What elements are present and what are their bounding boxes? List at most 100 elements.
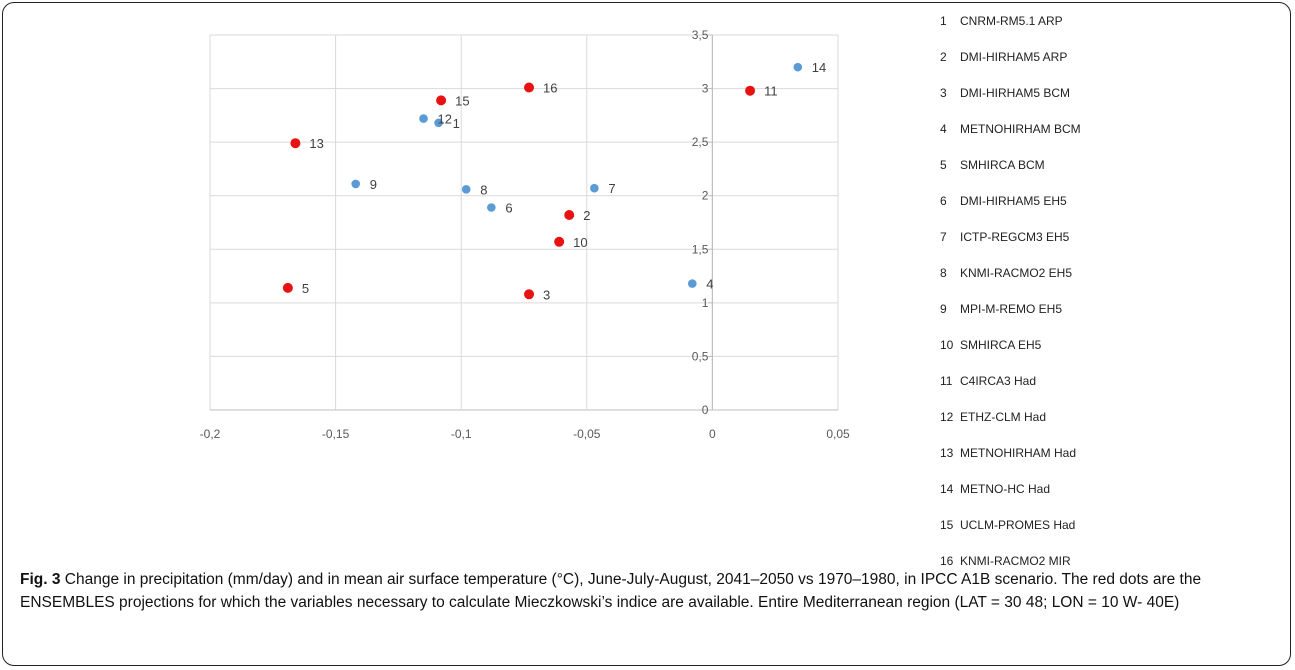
legend-number: 5 (940, 158, 947, 172)
legend-label: ETHZ-CLM Had (960, 410, 1047, 424)
legend-label: DMI-HIRHAM5 ARP (960, 50, 1068, 64)
x-tick-labels: -0,2 -0,15 -0,1 -0,05 0 0,05 (200, 427, 850, 441)
legend-number: 16 (940, 554, 954, 568)
data-point-5 (282, 282, 293, 293)
legend-number: 13 (940, 446, 954, 460)
data-point-2 (564, 210, 575, 220)
legend-entry-12: 12 ETHZ-CLM Had (940, 410, 1046, 430)
legend-number: 10 (940, 338, 954, 352)
axes (210, 34, 838, 411)
y-tick-labels: 0 0,5 1 1,5 2 2,5 3 3,5 (692, 28, 709, 417)
legend-label: ICTP-REGCM3 EH5 (960, 230, 1070, 244)
data-point-11 (745, 85, 756, 96)
data-label-12: 12 (438, 112, 452, 127)
data-point-6 (487, 203, 496, 212)
legend-entry-13: 13 METNOHIRHAM Had (940, 446, 1076, 466)
legend-entry-5: 5 SMHIRCA BCM (940, 158, 1045, 178)
legend-label: SMHIRCA BCM (960, 158, 1045, 172)
x-tick-label: 0 (709, 427, 716, 441)
data-label-14: 14 (812, 60, 826, 75)
data-point-14 (793, 62, 803, 72)
legend-entry-6: 6 DMI-HIRHAM5 EH5 (940, 194, 1067, 214)
figure-caption: Fig. 3 Change in precipitation (mm/day) … (20, 568, 1275, 614)
legend-number: 3 (940, 86, 947, 100)
legend-number: 15 (940, 518, 954, 532)
data-label-1: 1 (453, 116, 460, 131)
legend-number: 11 (940, 374, 953, 388)
legend-label: METNO-HC Had (960, 482, 1051, 496)
y-tick-label: 1 (702, 296, 709, 310)
figure-label: Fig. 3 (20, 571, 61, 588)
y-tick-label: 0 (702, 403, 709, 417)
legend-entry-7: 7 ICTP-REGCM3 EH5 (940, 230, 1069, 250)
legend-number: 9 (940, 302, 947, 316)
legend-label: DMI-HIRHAM5 EH5 (960, 194, 1067, 208)
y-tick-label: 2 (702, 189, 709, 203)
y-tick-label: 3 (702, 82, 709, 96)
data-label-3: 3 (543, 287, 550, 302)
data-point-12 (419, 114, 428, 123)
data-point-13 (290, 138, 301, 149)
legend-entry-9: 9 MPI-M-REMO EH5 (940, 302, 1062, 322)
legend-label: SMHIRCA EH5 (960, 338, 1042, 352)
legend-entry-1: 1 CNRM-RM5.1 ARP (940, 14, 1063, 34)
legend-entry-15: 15 UCLM-PROMES Had (940, 518, 1075, 538)
data-point-1 (434, 118, 443, 128)
legend-number: 14 (940, 482, 954, 496)
legend-number: 8 (940, 266, 947, 280)
data-label-13: 13 (309, 136, 323, 151)
legend-label: DMI-HIRHAM5 BCM (960, 86, 1070, 100)
data-label-11: 11 (764, 84, 778, 99)
legend-entry-10: 10 SMHIRCA EH5 (940, 338, 1041, 358)
grid-lines (209, 34, 839, 411)
x-tick-label: -0,15 (322, 427, 350, 441)
data-label-8: 8 (480, 182, 487, 197)
legend-entry-4: 4 METNOHIRHAM BCM (940, 122, 1081, 142)
data-label-16: 16 (543, 81, 557, 96)
data-label-2: 2 (583, 208, 590, 223)
data-point-4 (688, 279, 697, 288)
legend-entry-3: 3 DMI-HIRHAM5 BCM (940, 86, 1070, 106)
data-label-15: 15 (455, 93, 469, 108)
caption-text: Change in precipitation (mm/day) and in … (20, 571, 1202, 611)
data-point-15 (436, 95, 447, 106)
y-tick-label: 0,5 (692, 349, 709, 363)
legend-entry-2: 2 DMI-HIRHAM5 ARP (940, 50, 1067, 70)
legend-number: 7 (940, 230, 947, 244)
data-label-4: 4 (706, 277, 713, 292)
y-tick-label: 3,5 (692, 28, 709, 42)
data-point-3 (524, 289, 535, 300)
data-point-8 (461, 184, 471, 194)
data-label-6: 6 (505, 201, 512, 216)
legend-label: UCLM-PROMES Had (960, 518, 1076, 532)
x-tick-label: -0,1 (451, 427, 472, 441)
scatter-plot: -0,2 -0,15 -0,1 -0,05 0 0,05 0 0,5 1 1,5 2 2,5 3 3,5… (200, 28, 850, 441)
data-point-16 (524, 82, 535, 93)
legend-label: KNMI-RACMO2 MIR (960, 554, 1071, 568)
y-tick-label: 2,5 (692, 135, 709, 149)
legend-number: 2 (940, 50, 947, 64)
legend-number: 4 (940, 122, 947, 136)
data-label-5: 5 (302, 281, 309, 296)
legend-label: MPI-M-REMO EH5 (960, 302, 1062, 316)
legend-label: CNRM-RM5.1 ARP (960, 14, 1063, 28)
legend-number: 12 (940, 410, 954, 424)
legend-label: METNOHIRHAM Had (960, 446, 1077, 460)
data-label-10: 10 (573, 235, 587, 250)
legend-entry-8: 8 KNMI-RACMO2 EH5 (940, 266, 1072, 286)
legend-label: KNMI-RACMO2 EH5 (960, 266, 1073, 280)
legend-number: 6 (940, 194, 947, 208)
x-tick-label: -0,05 (573, 427, 601, 441)
legend-entry-16: 16 KNMI-RACMO2 MIR (940, 554, 1071, 574)
y-tick-label: 1,5 (692, 242, 709, 256)
legend-label: C4IRCA3 Had (960, 374, 1037, 388)
data-point-7 (590, 183, 599, 193)
data-point-10 (554, 236, 565, 247)
data-label-9: 9 (370, 177, 377, 192)
x-tick-label: 0,05 (826, 427, 850, 441)
data-label-7: 7 (608, 181, 615, 196)
legend-number: 1 (940, 14, 947, 28)
legend-entry-14: 14 METNO-HC Had (940, 482, 1050, 502)
